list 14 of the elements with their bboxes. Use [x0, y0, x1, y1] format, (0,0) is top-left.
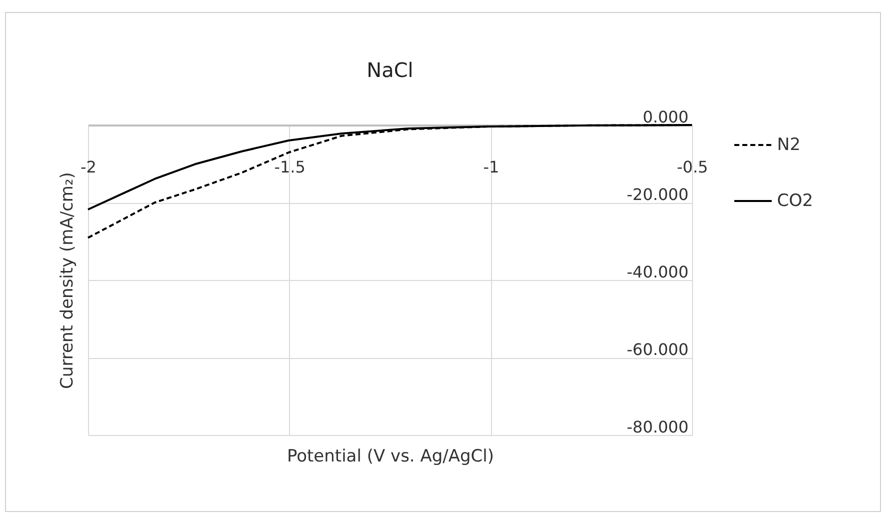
- x-tick-label: -0.5: [676, 158, 708, 176]
- y-tick-label: -60.000: [626, 340, 688, 359]
- x-axis-title: Potential (V vs. Ag/AgCl): [286, 446, 494, 466]
- y-tick-label: -40.000: [626, 262, 688, 282]
- y-tick-label: 0.000: [642, 108, 688, 126]
- y-axis-title: Current density (mA/cm₂): [58, 172, 78, 389]
- x-tick-label: -1.5: [274, 158, 306, 176]
- legend-label: CO2: [777, 191, 814, 211]
- legend-label: N2: [777, 135, 801, 155]
- y-tick-label: -80.000: [626, 418, 688, 436]
- chart-title: NaCl: [366, 58, 414, 82]
- x-tick-label: -2: [80, 158, 96, 176]
- x-tick-label: -1: [483, 158, 500, 176]
- y-tick-label: -20.000: [626, 185, 688, 204]
